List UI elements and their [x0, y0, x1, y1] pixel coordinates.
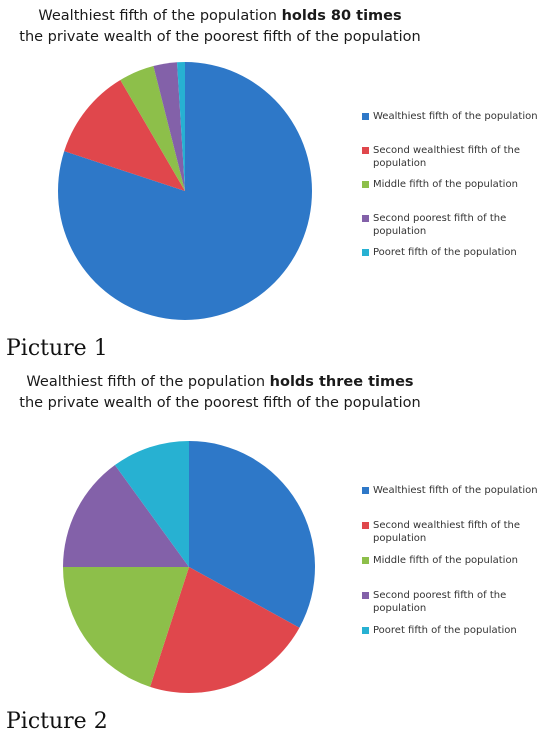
- chart-1-legend: Wealthiest fifth of the population Second…: [362, 110, 548, 280]
- chart-1-slice-second-wealthiest-fifth-of-the-population: [64, 79, 185, 191]
- chart-1-legend-item-second-wealthiest-fifth-of-the-population: Second wealthiest fifth of the populatio…: [362, 144, 548, 172]
- chart-2-slice-second-wealthiest-fifth-of-the-population: [150, 567, 300, 693]
- legend-swatch: [362, 522, 369, 529]
- chart-2-caption: Picture 2: [6, 709, 108, 734]
- legend-swatch: [362, 147, 369, 154]
- chart-1-subtitle: the private wealth of the poorest fifth …: [19, 29, 421, 45]
- chart-2-title-bold: holds three times: [269, 374, 414, 390]
- chart-1-title-bold: holds 80 times: [281, 8, 402, 24]
- chart-1-legend-item-pooret-fifth-of-the-population: Pooret fifth of the population: [362, 246, 548, 274]
- legend-label: Second poorest fifth of the population: [373, 590, 507, 614]
- chart-1-legend-item-wealthiest-fifth-of-the-population: Wealthiest fifth of the population: [362, 110, 548, 138]
- chart-1-legend-item-second-poorest-fifth-of-the-population: Second poorest fifth of the population: [362, 212, 548, 240]
- legend-label: Pooret fifth of the population: [373, 625, 517, 636]
- legend-label: Second wealthiest fifth of the populatio…: [373, 520, 521, 544]
- legend-swatch: [362, 627, 369, 634]
- chart-2-legend: Wealthiest fifth of the population Second…: [362, 484, 548, 659]
- chart-2-title: Wealthiest fifth of the population holds…: [0, 372, 440, 414]
- chart-2-slice-second-poorest-fifth-of-the-population: [62, 465, 189, 567]
- chart-2-slice-middle-fifth-of-the-population: [63, 567, 189, 687]
- legend-swatch: [362, 113, 369, 120]
- legend-swatch: [362, 557, 369, 564]
- legend-swatch: [362, 181, 369, 188]
- chart-2-legend-item-pooret-fifth-of-the-population: Pooret fifth of the population: [362, 624, 548, 652]
- legend-label: Pooret fifth of the population: [373, 247, 517, 258]
- legend-label: Second wealthiest fifth of the populatio…: [373, 145, 521, 169]
- chart-2-pie: [62, 441, 315, 693]
- chart-2-slice-wealthiest-fifth-of-the-population: [189, 441, 315, 628]
- chart-2-slice-pooret-fifth-of-the-population: [114, 441, 189, 567]
- legend-swatch: [362, 592, 369, 599]
- legend-label: Middle fifth of the population: [373, 555, 518, 566]
- chart-2-title-normal: Wealthiest fifth of the population: [26, 374, 266, 390]
- chart-1-slice-wealthiest-fifth-of-the-population: [58, 62, 313, 320]
- chart-2-subtitle: the private wealth of the poorest fifth …: [19, 395, 421, 411]
- legend-swatch: [362, 487, 369, 494]
- chart-1-caption: Picture 1: [6, 336, 108, 361]
- chart-2-legend-item-second-poorest-fifth-of-the-population: Second poorest fifth of the population: [362, 589, 548, 617]
- legend-label: Middle fifth of the population: [373, 179, 518, 190]
- legend-label: Wealthiest fifth of the population: [373, 485, 538, 496]
- chart-2-legend-item-second-wealthiest-fifth-of-the-population: Second wealthiest fifth of the populatio…: [362, 519, 548, 547]
- chart-1-title: Wealthiest fifth of the population holds…: [0, 6, 440, 48]
- legend-label: Wealthiest fifth of the population: [373, 111, 538, 122]
- legend-label: Second poorest fifth of the population: [373, 213, 507, 237]
- chart-2-legend-item-wealthiest-fifth-of-the-population: Wealthiest fifth of the population: [362, 484, 548, 512]
- chart-1-slice-middle-fifth-of-the-population: [120, 66, 185, 191]
- legend-swatch: [362, 215, 369, 222]
- chart-1-slice-second-poorest-fifth-of-the-population: [153, 62, 185, 191]
- chart-1-title-normal: Wealthiest fifth of the population: [38, 8, 277, 24]
- chart-1-pie: [58, 61, 313, 320]
- chart-1-slice-pooret-fifth-of-the-population: [177, 61, 185, 191]
- chart-2-legend-item-middle-fifth-of-the-population: Middle fifth of the population: [362, 554, 548, 582]
- legend-swatch: [362, 249, 369, 256]
- chart-1-legend-item-middle-fifth-of-the-population: Middle fifth of the population: [362, 178, 548, 206]
